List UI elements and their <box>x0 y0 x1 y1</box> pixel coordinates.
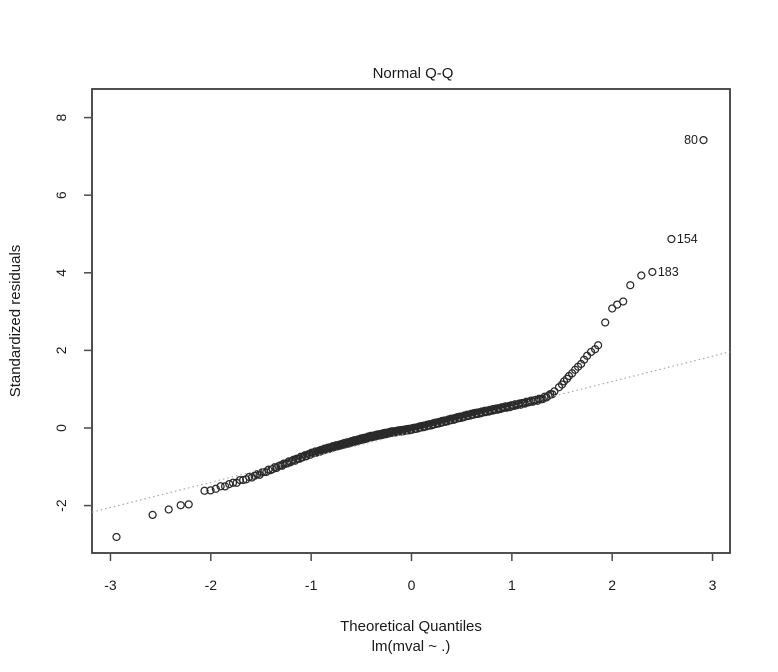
x-tick-label: -1 <box>305 577 318 593</box>
qq-point <box>112 532 121 542</box>
qq-point <box>626 281 635 290</box>
qq-point <box>544 391 553 400</box>
qq-point <box>608 304 617 313</box>
x-tick-label: 3 <box>709 577 717 593</box>
x-tick-label: -2 <box>205 577 218 593</box>
y-tick-label: 6 <box>53 191 69 199</box>
plot-border <box>91 88 731 554</box>
qq-point <box>593 341 603 350</box>
x-tick-label: 2 <box>608 577 616 593</box>
qq-point <box>220 482 230 491</box>
qq-point <box>601 318 610 327</box>
x-tick-label: 1 <box>508 577 516 593</box>
qq-point <box>206 486 215 495</box>
qq-point <box>176 501 185 510</box>
x-axis-title: Theoretical Quantiles <box>340 618 482 635</box>
y-tick-label: 4 <box>53 269 69 277</box>
qq-point <box>550 387 559 396</box>
y-tick-label: -2 <box>53 499 69 512</box>
qq-point <box>200 486 209 495</box>
y-axis-title: Standardized residuals <box>7 245 24 398</box>
x-tick-label: 0 <box>408 577 416 593</box>
qq-point <box>184 500 193 509</box>
y-tick-label: 0 <box>53 424 69 432</box>
qq-point <box>148 510 157 520</box>
chart-title: Normal Q-Q <box>373 65 454 82</box>
model-call-label: lm(mval ~ .) <box>372 638 451 655</box>
x-tick-label: -3 <box>104 577 117 593</box>
y-tick-label: 8 <box>53 113 69 121</box>
qq-point <box>235 475 245 485</box>
qq-point <box>637 271 646 280</box>
outlier-label: 183 <box>658 265 679 279</box>
qq-reference-line <box>91 351 731 513</box>
qq-point <box>619 297 628 306</box>
qq-point-outlier <box>667 234 676 244</box>
qq-point <box>211 484 220 493</box>
outlier-label: 80 <box>684 133 698 147</box>
qq-point <box>216 482 225 491</box>
outlier-label: 154 <box>677 232 698 246</box>
axes: -3 -2 -1 0 1 2 3 -2 0 2 4 6 8 <box>53 113 717 593</box>
qq-points <box>112 271 646 542</box>
qq-point-outlier <box>648 267 657 277</box>
reference-line <box>91 351 731 513</box>
outlier-labels: 183 154 80 <box>648 133 708 279</box>
qq-point <box>228 478 238 487</box>
qq-point <box>164 505 173 514</box>
qq-point-outlier <box>699 135 708 145</box>
y-tick-label: 2 <box>53 346 69 354</box>
